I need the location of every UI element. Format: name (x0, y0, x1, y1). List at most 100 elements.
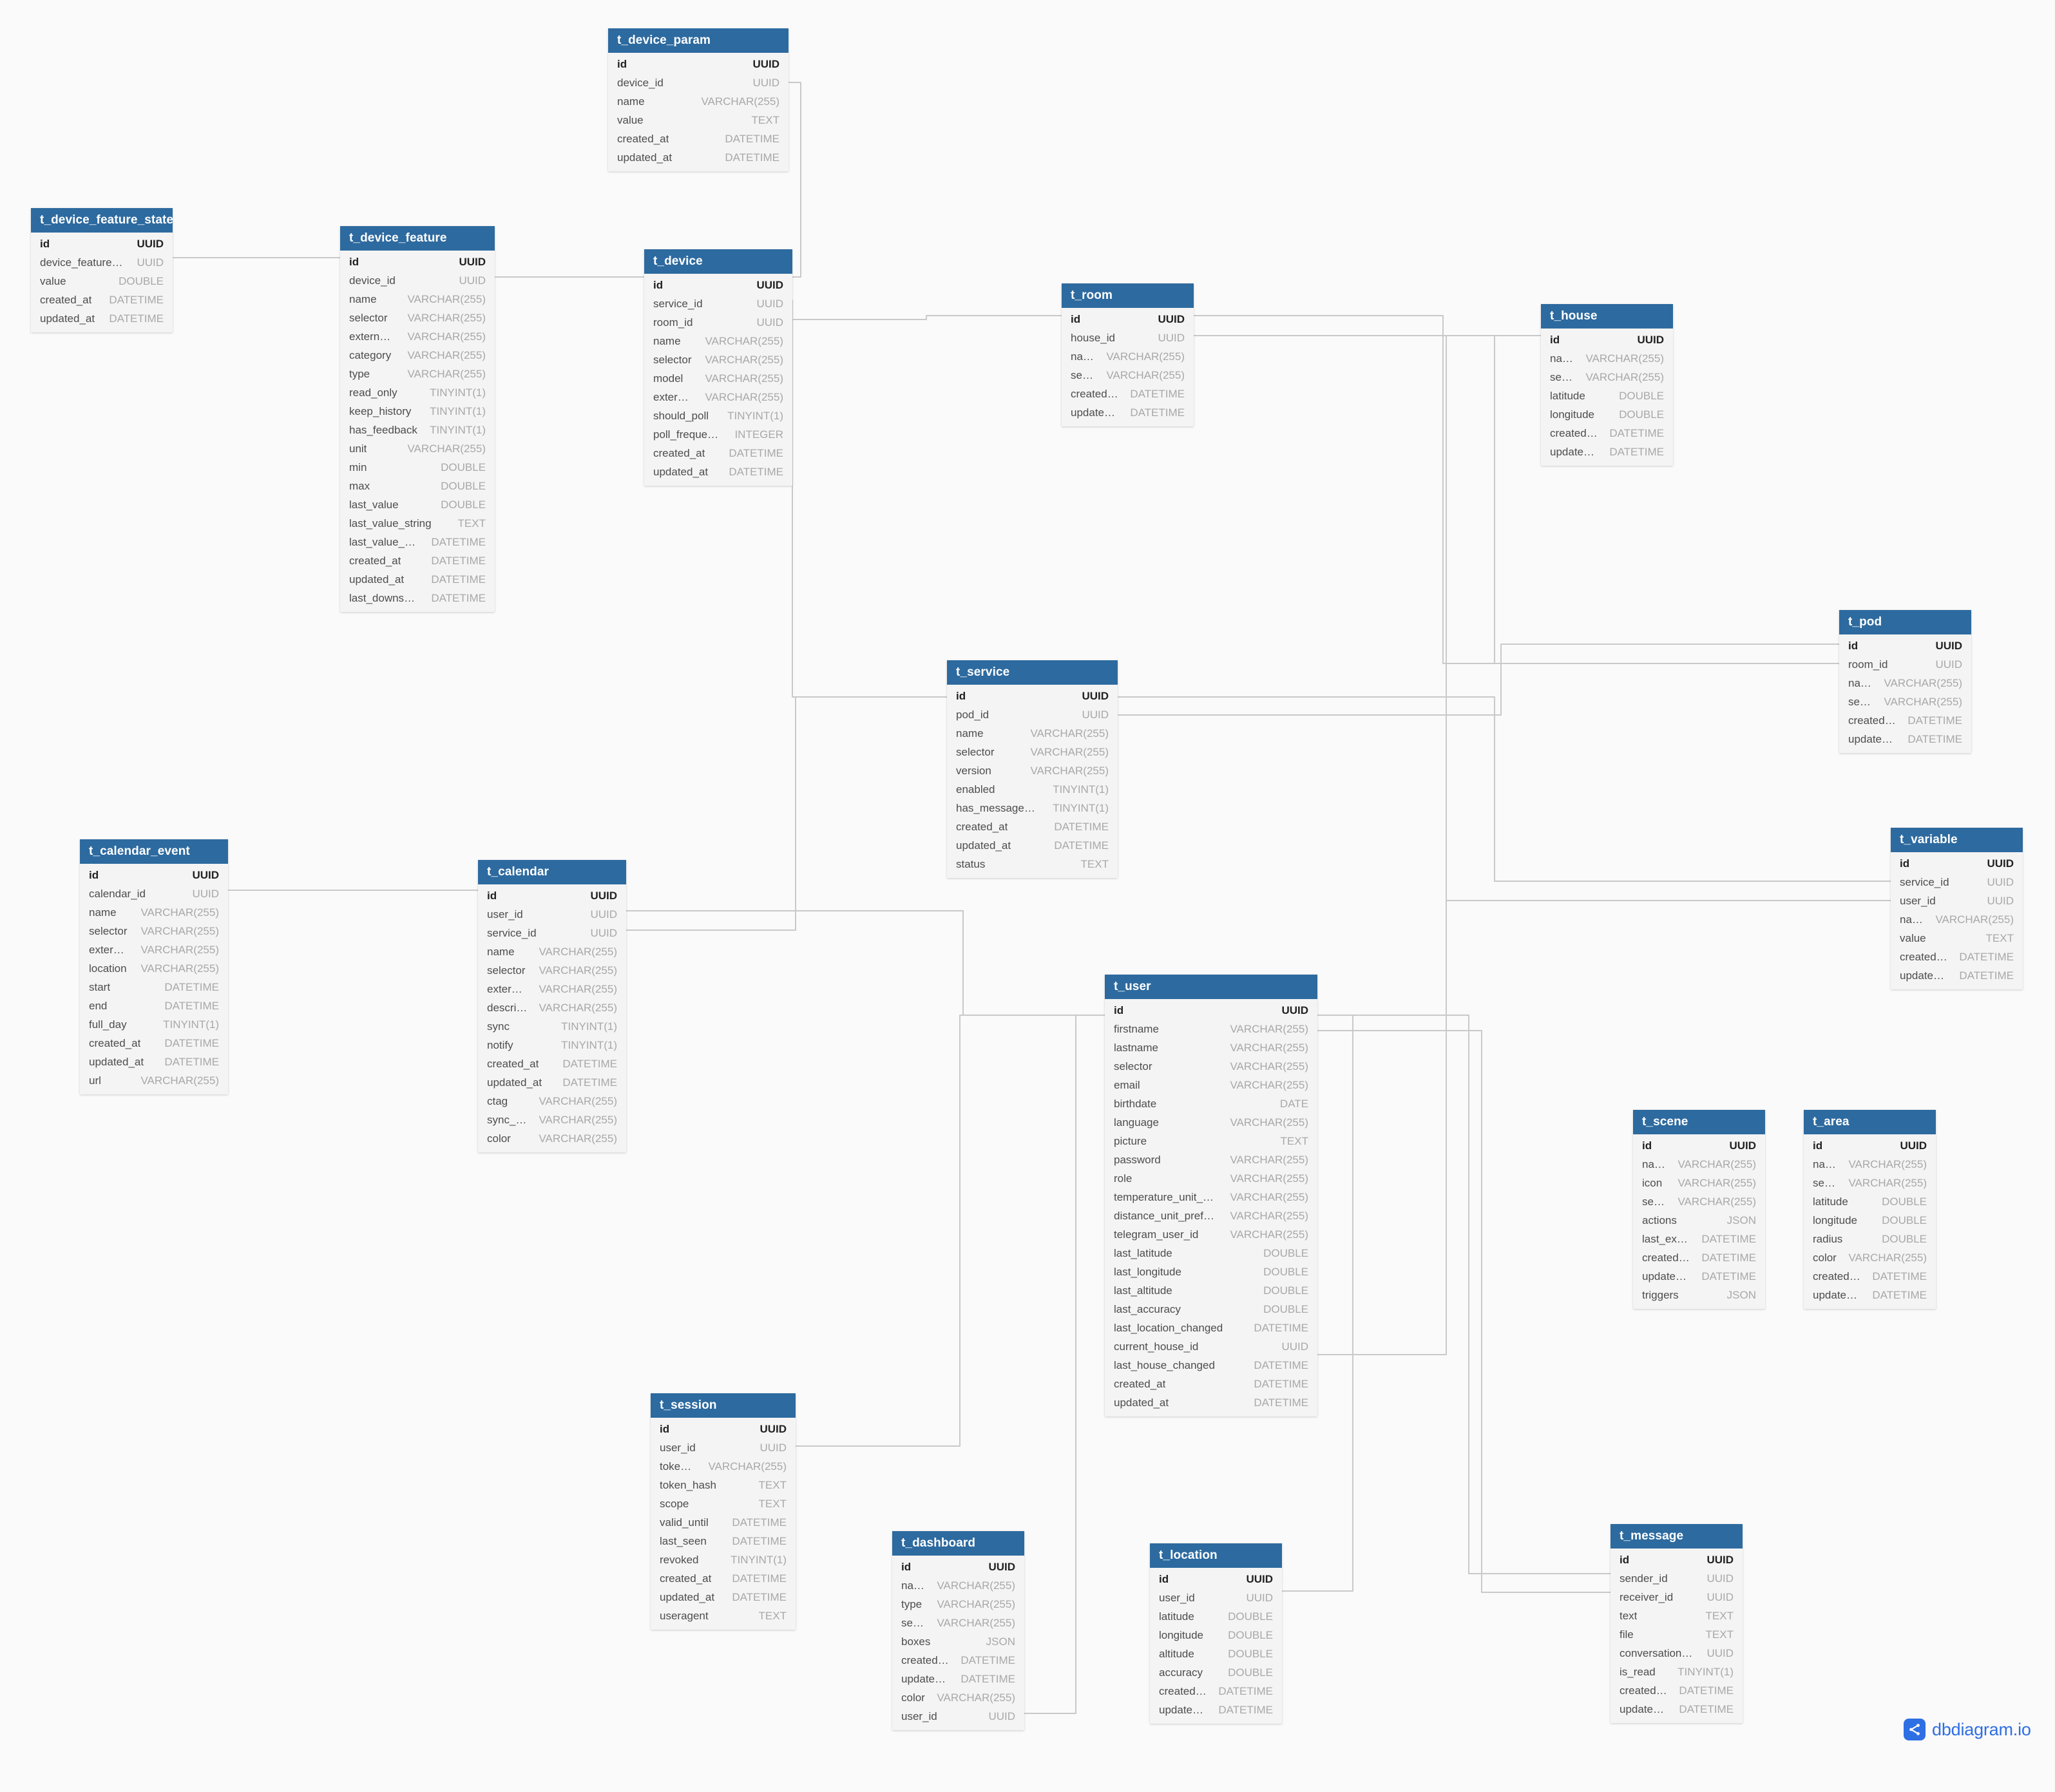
field-row[interactable]: keep_history TINYINT(1) (340, 402, 495, 421)
field-row[interactable]: conversation_id UUID (1611, 1644, 1743, 1663)
table-card-t_device[interactable]: t_device id UUID service_id UUID room_id UUID n… (644, 249, 792, 486)
field-row[interactable]: max DOUBLE (340, 477, 495, 495)
field-row[interactable]: created_at DATETIME (892, 1651, 1024, 1670)
field-row[interactable]: last_latitude DOUBLE (1105, 1244, 1317, 1263)
field-row[interactable]: text TEXT (1611, 1606, 1743, 1625)
field-row[interactable]: category VARCHAR(255) (340, 346, 495, 365)
field-row[interactable]: lastname VARCHAR(255) (1105, 1038, 1317, 1057)
field-row[interactable]: last_value_changed DATETIME (340, 533, 495, 551)
field-row[interactable]: updated_at DATETIME (644, 462, 792, 481)
field-row[interactable]: updated_at DATETIME (892, 1670, 1024, 1688)
table-title[interactable]: t_device_feature (340, 226, 495, 251)
field-row[interactable]: useragent TEXT (651, 1606, 796, 1625)
field-row[interactable]: external_id VARCHAR(255) (340, 327, 495, 346)
field-row[interactable]: email VARCHAR(255) (1105, 1076, 1317, 1094)
table-title[interactable]: t_variable (1891, 828, 2023, 852)
field-row[interactable]: name VARCHAR(255) (1891, 910, 2023, 929)
field-row[interactable]: last_value_string TEXT (340, 514, 495, 533)
field-row[interactable]: birthdate DATE (1105, 1094, 1317, 1113)
field-row[interactable]: selector VARCHAR(255) (340, 309, 495, 327)
field-row[interactable]: room_id UUID (1839, 655, 1971, 674)
field-row[interactable]: name VARCHAR(255) (478, 942, 626, 961)
field-row[interactable]: created_at DATETIME (1804, 1267, 1936, 1286)
field-row[interactable]: id UUID (892, 1558, 1024, 1576)
field-row[interactable]: language VARCHAR(255) (1105, 1113, 1317, 1132)
field-row[interactable]: selector VARCHAR(255) (80, 922, 228, 940)
field-row[interactable]: start DATETIME (80, 978, 228, 996)
table-title[interactable]: t_house (1541, 304, 1673, 329)
field-row[interactable]: created_at DATETIME (31, 291, 173, 309)
field-row[interactable]: updated_at DATETIME (1062, 403, 1194, 422)
field-row[interactable]: has_feedback TINYINT(1) (340, 421, 495, 439)
field-row[interactable]: created_at DATETIME (947, 817, 1118, 836)
field-row[interactable]: updated_at DATETIME (478, 1073, 626, 1092)
field-row[interactable]: user_id UUID (651, 1438, 796, 1457)
table-title[interactable]: t_device_param (608, 28, 789, 53)
field-row[interactable]: name VARCHAR(255) (340, 290, 495, 309)
field-row[interactable]: color VARCHAR(255) (1804, 1248, 1936, 1267)
field-row[interactable]: valid_until DATETIME (651, 1513, 796, 1532)
field-row[interactable]: password VARCHAR(255) (1105, 1150, 1317, 1169)
field-row[interactable]: firstname VARCHAR(255) (1105, 1020, 1317, 1038)
field-row[interactable]: created_at DATETIME (1839, 711, 1971, 730)
field-row[interactable]: enabled TINYINT(1) (947, 780, 1118, 799)
table-title[interactable]: t_scene (1633, 1110, 1765, 1134)
table-title[interactable]: t_area (1804, 1110, 1936, 1134)
field-row[interactable]: updated_at DATETIME (1150, 1701, 1282, 1719)
field-row[interactable]: accuracy DOUBLE (1150, 1663, 1282, 1682)
field-row[interactable]: sync TINYINT(1) (478, 1017, 626, 1036)
field-row[interactable]: name VARCHAR(255) (892, 1576, 1024, 1595)
table-title[interactable]: t_room (1062, 283, 1194, 308)
field-row[interactable]: file TEXT (1611, 1625, 1743, 1644)
field-row[interactable]: user_id UUID (1891, 891, 2023, 910)
table-title[interactable]: t_service (947, 660, 1118, 685)
field-row[interactable]: user_id UUID (1150, 1588, 1282, 1607)
field-row[interactable]: selector VARCHAR(255) (947, 743, 1118, 761)
field-row[interactable]: external_id VARCHAR(255) (644, 388, 792, 406)
table-card-t_device_feature[interactable]: t_device_feature id UUID device_id UUID name V… (340, 226, 495, 612)
field-row[interactable]: distance_unit_preference VARCHAR(255) (1105, 1206, 1317, 1225)
table-title[interactable]: t_device (644, 249, 792, 274)
field-row[interactable]: updated_at DATETIME (31, 309, 173, 328)
field-row[interactable]: longitude DOUBLE (1150, 1626, 1282, 1644)
field-row[interactable]: color VARCHAR(255) (892, 1688, 1024, 1707)
field-row[interactable]: user_id UUID (892, 1707, 1024, 1726)
field-row[interactable]: full_day TINYINT(1) (80, 1015, 228, 1034)
field-row[interactable]: sender_id UUID (1611, 1569, 1743, 1588)
field-row[interactable]: color VARCHAR(255) (478, 1129, 626, 1148)
field-row[interactable]: url VARCHAR(255) (80, 1071, 228, 1090)
field-row[interactable]: id UUID (1150, 1570, 1282, 1588)
field-row[interactable]: is_read TINYINT(1) (1611, 1663, 1743, 1681)
field-row[interactable]: service_id UUID (1891, 873, 2023, 891)
field-row[interactable]: service_id UUID (478, 924, 626, 942)
field-row[interactable]: latitude DOUBLE (1804, 1192, 1936, 1211)
field-row[interactable]: updated_at DATETIME (1633, 1267, 1765, 1286)
field-row[interactable]: version VARCHAR(255) (947, 761, 1118, 780)
table-title[interactable]: t_pod (1839, 610, 1971, 634)
field-row[interactable]: description VARCHAR(255) (478, 998, 626, 1017)
table-title[interactable]: t_location (1150, 1543, 1282, 1568)
field-row[interactable]: ctag VARCHAR(255) (478, 1092, 626, 1110)
field-row[interactable]: scope TEXT (651, 1494, 796, 1513)
field-row[interactable]: id UUID (1062, 310, 1194, 329)
field-row[interactable]: updated_at DATETIME (80, 1053, 228, 1071)
field-row[interactable]: poll_frequency INTEGER (644, 425, 792, 444)
field-row[interactable]: id UUID (1839, 636, 1971, 655)
table-title[interactable]: t_dashboard (892, 1531, 1024, 1556)
field-row[interactable]: selector VARCHAR(255) (1633, 1192, 1765, 1211)
field-row[interactable]: last_house_changed DATETIME (1105, 1356, 1317, 1375)
field-row[interactable]: room_id UUID (644, 313, 792, 332)
table-title[interactable]: t_user (1105, 975, 1317, 999)
field-row[interactable]: selector VARCHAR(255) (1541, 368, 1673, 386)
field-row[interactable]: created_at DATETIME (1611, 1681, 1743, 1700)
field-row[interactable]: location VARCHAR(255) (80, 959, 228, 978)
field-row[interactable]: device_id UUID (340, 271, 495, 290)
field-row[interactable]: sync_token VARCHAR(255) (478, 1110, 626, 1129)
field-row[interactable]: latitude DOUBLE (1541, 386, 1673, 405)
field-row[interactable]: longitude DOUBLE (1804, 1211, 1936, 1230)
